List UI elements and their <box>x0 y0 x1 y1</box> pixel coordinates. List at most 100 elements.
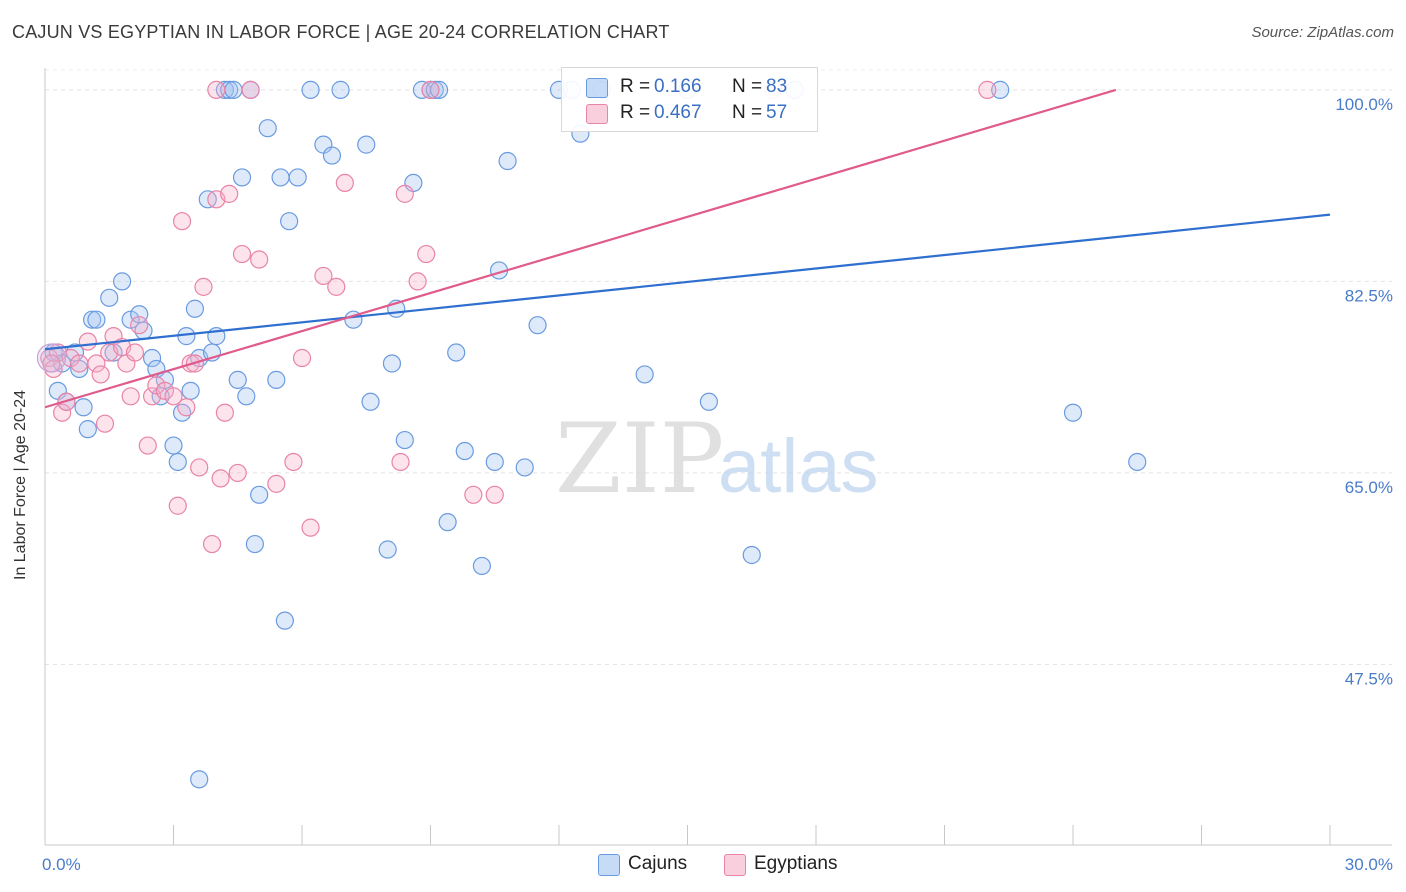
egyptians-point-32 <box>211 469 230 488</box>
egyptians-point-35 <box>228 463 247 483</box>
n-label: N = <box>732 102 763 123</box>
cajuns-point-39 <box>271 168 290 187</box>
cajuns-point-81 <box>245 534 264 554</box>
cajuns-point-34 <box>237 387 256 406</box>
y-tick-label-1: 82.5% <box>1345 286 1393 305</box>
cajuns-r-value: 0.166 <box>654 76 702 97</box>
cajuns-point-60 <box>455 441 474 461</box>
cajuns-point-66 <box>528 316 547 335</box>
cajuns-point-6 <box>74 398 93 417</box>
cajuns-point-58 <box>438 513 457 532</box>
egyptians-legend-label: Egyptians <box>754 853 838 874</box>
cajuns-point-79 <box>190 770 209 789</box>
cajuns-point-11 <box>112 272 132 291</box>
egyptians-point-8 <box>87 354 106 373</box>
cajuns-point-74 <box>742 545 761 565</box>
x-tick-label-0: 0.0% <box>42 855 81 874</box>
egyptians-point-30 <box>202 534 222 554</box>
n-label: N = <box>732 76 763 97</box>
cajuns-point-56 <box>425 80 444 99</box>
cajuns-point-42 <box>301 80 320 99</box>
cajuns-point-49 <box>378 540 397 559</box>
cajuns-point-62 <box>485 452 504 472</box>
egyptians-point-10 <box>95 414 115 433</box>
series-legend: Cajuns Egyptians <box>0 853 1406 877</box>
cajuns-point-48 <box>361 392 380 411</box>
cajuns-point-41 <box>288 168 307 187</box>
cajuns-point-71 <box>635 365 654 384</box>
cajuns-point-76 <box>991 80 1010 99</box>
egyptians-point-28 <box>190 458 209 477</box>
egyptians-legend-swatch <box>724 854 746 876</box>
cajuns-point-33 <box>232 168 252 187</box>
egyptians-point-24 <box>172 212 192 231</box>
egyptians-point-33 <box>215 403 234 422</box>
cajuns-point-23 <box>181 381 200 400</box>
cajuns-point-15 <box>142 348 162 368</box>
data-points <box>36 80 1147 789</box>
cajuns-point-8 <box>83 310 102 329</box>
egyptians-point-6 <box>70 354 89 373</box>
cajuns-point-40 <box>280 212 299 231</box>
egyptians-point-16 <box>125 343 145 362</box>
cajuns-point-35 <box>250 485 269 504</box>
cajuns-point-9 <box>87 310 106 329</box>
cajuns-point-73 <box>699 392 719 411</box>
cajuns-point-64 <box>498 151 517 171</box>
cajuns-point-37 <box>258 119 277 138</box>
egyptians-swatch <box>586 104 608 124</box>
egyptians-point-45 <box>335 173 354 193</box>
egyptians-point-29 <box>194 277 213 296</box>
egyptians-point-25 <box>177 398 196 417</box>
egyptians-point-39 <box>267 474 286 493</box>
egyptians-point-51 <box>464 485 483 504</box>
overlap-point <box>36 343 67 373</box>
egyptians-point-15 <box>121 387 140 406</box>
cajuns-point-24 <box>185 299 205 318</box>
cajuns-point-78 <box>1128 452 1147 472</box>
egyptians-point-56 <box>207 80 226 99</box>
cajuns-point-50 <box>382 354 402 373</box>
egyptians-point-46 <box>391 452 410 472</box>
tick-labels: 100.0% 82.5% 65.0% 47.5% 0.0% 30.0% <box>42 95 1393 874</box>
cajuns-point-52 <box>395 430 414 450</box>
egyptians-point-52 <box>485 485 504 504</box>
cajuns-point-10 <box>100 288 119 307</box>
egyptians-point-36 <box>232 244 252 264</box>
cajuns-point-65 <box>515 458 534 477</box>
x-tick-label-1: 30.0% <box>1345 855 1393 874</box>
r-label: R = <box>620 76 651 97</box>
egyptians-trend-line <box>44 88 1117 409</box>
egyptians-point-50 <box>421 80 440 99</box>
cajuns-point-80 <box>275 611 294 630</box>
egyptians-point-18 <box>138 436 157 455</box>
egyptians-point-43 <box>314 266 333 286</box>
egyptians-point-40 <box>284 452 303 472</box>
y-tick-label-3: 47.5% <box>1345 669 1393 688</box>
egyptians-point-42 <box>301 518 320 537</box>
axes <box>44 68 1392 846</box>
watermark-atlas: atlas <box>718 424 879 509</box>
egyptians-point-3 <box>53 403 72 422</box>
egyptians-point-48 <box>408 272 427 291</box>
watermark: ZIP atlas <box>555 403 879 515</box>
cajuns-point-31 <box>224 80 243 99</box>
egyptians-point-37 <box>241 80 260 99</box>
cajuns-legend-label: Cajuns <box>628 853 688 874</box>
cajuns-point-32 <box>228 370 247 389</box>
egyptians-r-value: 0.467 <box>654 102 702 123</box>
cajuns-point-20 <box>168 452 187 472</box>
egyptians-point-47 <box>395 184 414 203</box>
cajuns-point-44 <box>322 146 342 165</box>
trend-lines <box>44 88 1331 409</box>
cajuns-point-7 <box>78 420 97 439</box>
watermark-zip: ZIP <box>555 403 724 515</box>
cajuns-point-30 <box>220 80 239 99</box>
cajuns-n-value: 83 <box>766 76 788 97</box>
egyptians-point-34 <box>220 184 239 203</box>
y-tick-label-0: 100.0% <box>1335 95 1393 114</box>
cajuns-point-38 <box>267 370 286 389</box>
cajuns-swatch <box>586 78 608 98</box>
egyptians-point-38 <box>250 250 269 269</box>
